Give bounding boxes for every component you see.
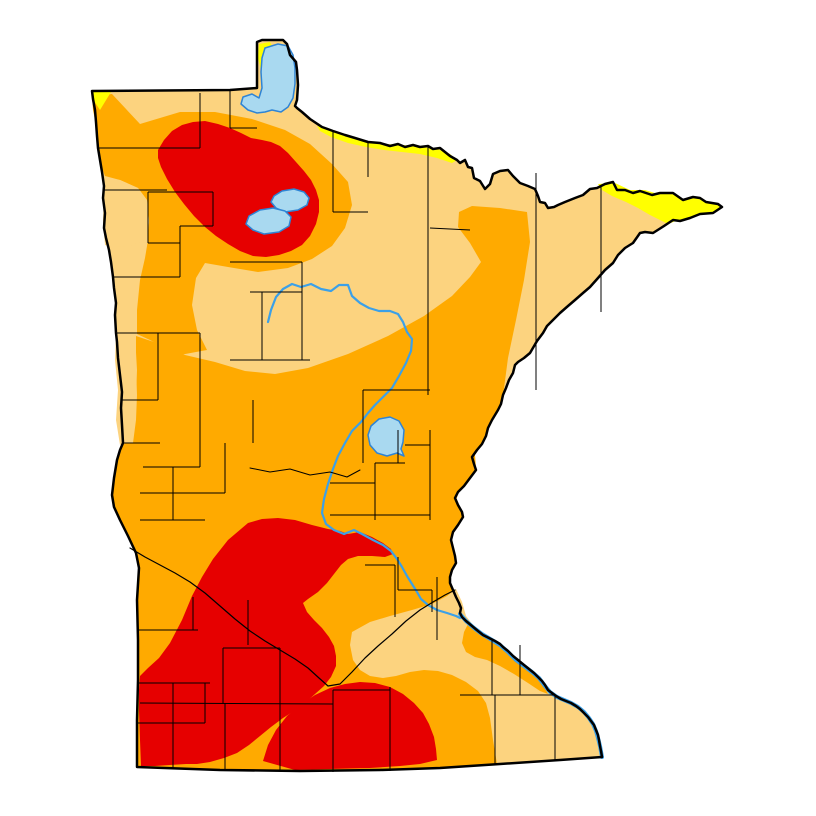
state-border — [90, 38, 724, 773]
river-minnesota — [129, 547, 456, 687]
mille-lacs-lake — [367, 416, 405, 457]
d2-band-southeast-border — [462, 622, 548, 694]
upper-red-lake — [270, 188, 310, 213]
d0-sliver-northwest-corner — [92, 92, 111, 110]
d0-strip-arrowhead-shore — [598, 183, 722, 224]
d1-pocket-west-border — [103, 178, 149, 247]
d1-region-southeast — [350, 589, 602, 764]
lower-red-lake — [245, 207, 292, 235]
river-mississippi — [266, 282, 462, 620]
county-line — [429, 227, 471, 231]
county-line — [139, 702, 334, 705]
county-lines — [97, 91, 602, 772]
county-line-wiggle-central — [249, 467, 361, 478]
lake-of-the-woods — [240, 43, 296, 114]
